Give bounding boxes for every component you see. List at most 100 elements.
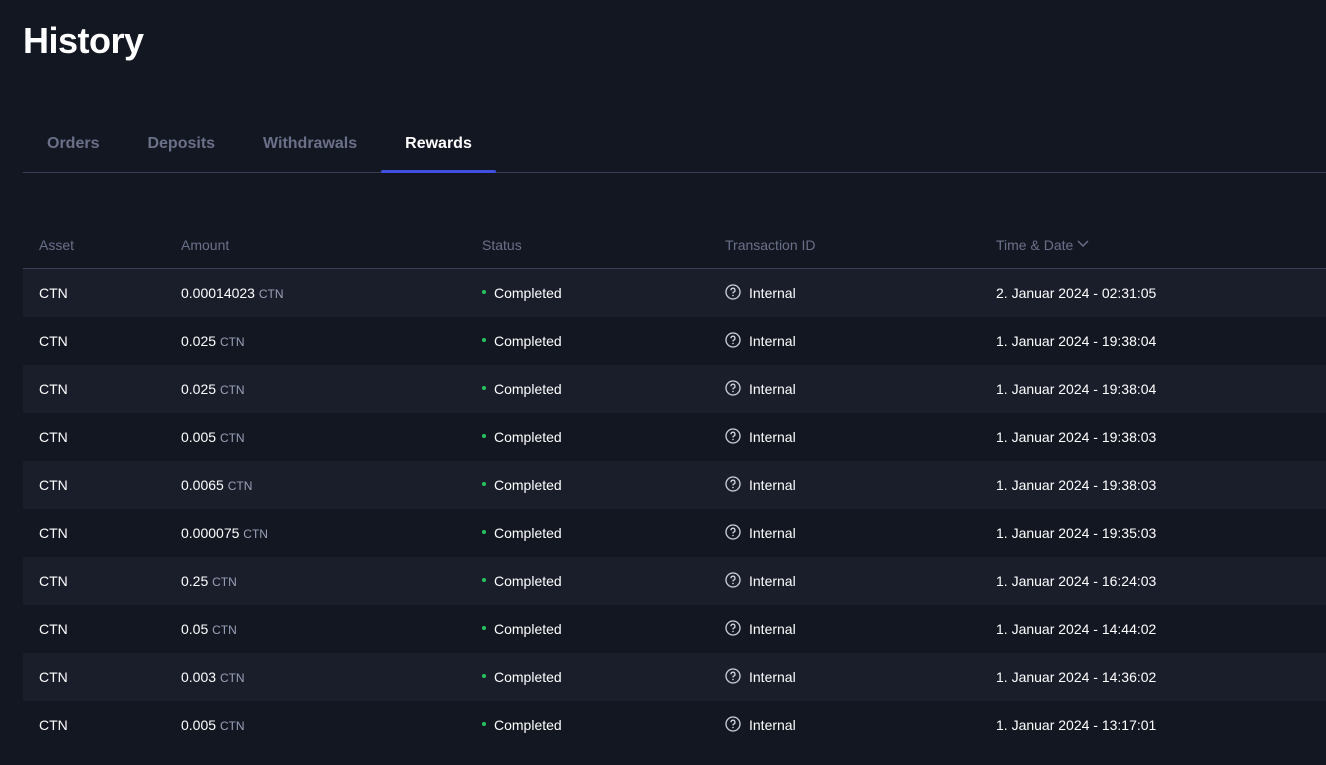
question-circle-icon[interactable] [725,428,741,444]
time-cell: 1. Januar 2024 - 19:38:03 [996,429,1157,445]
status-cell: Completed [482,653,562,701]
amount-cell: 0.005 CTN [181,701,245,750]
table-row: CTN 0.000075 CTN Completed Internal 1. J… [23,509,1326,557]
transaction-id-cell: Internal [725,365,796,413]
table-row: CTN 0.003 CTN Completed Internal 1. Janu… [23,653,1326,701]
tab-orders[interactable]: Orders [47,135,100,152]
amount-unit: CTN [258,287,284,301]
question-circle-icon[interactable] [725,380,741,396]
table-row: CTN 0.025 CTN Completed Internal 1. Janu… [23,317,1326,365]
transaction-id-label: Internal [749,381,796,397]
time-cell: 1. Januar 2024 - 19:38:03 [996,477,1157,493]
amount-value: 0.025 [181,381,217,397]
table-header: Asset Amount Status Transaction ID Time … [23,221,1326,269]
time-cell: 1. Januar 2024 - 13:17:01 [996,717,1157,733]
status-dot-icon [482,722,486,727]
asset-cell: CTN [39,477,68,493]
rewards-table: Asset Amount Status Transaction ID Time … [23,221,1326,749]
header-asset: Asset [39,237,75,253]
tab-withdrawals[interactable]: Withdrawals [263,135,358,152]
header-status: Status [482,237,522,253]
status-cell: Completed [482,413,562,461]
amount-unit: CTN [219,671,245,685]
amount-unit: CTN [219,431,245,445]
amount-value: 0.003 [181,669,217,685]
transaction-id-label: Internal [749,525,796,541]
question-circle-icon[interactable] [725,332,741,348]
amount-unit: CTN [219,335,245,349]
question-circle-icon[interactable] [725,620,741,636]
transaction-id-label: Internal [749,621,796,637]
question-circle-icon[interactable] [725,476,741,492]
transaction-id-cell: Internal [725,605,796,653]
transaction-id-label: Internal [749,477,796,493]
amount-value: 0.005 [181,717,217,733]
header-time-date[interactable]: Time & Date [996,221,1089,269]
transaction-id-cell: Internal [725,653,796,701]
question-circle-icon[interactable] [725,524,741,540]
chevron-down-icon [1077,240,1089,248]
status-cell: Completed [482,509,562,557]
asset-cell: CTN [39,717,68,733]
status-label: Completed [494,621,562,637]
status-dot-icon [482,482,486,487]
transaction-id-cell: Internal [725,269,796,317]
table-row: CTN 0.00014023 CTN Completed Internal 2.… [23,269,1326,317]
status-label: Completed [494,381,562,397]
amount-cell: 0.025 CTN [181,365,245,414]
status-cell: Completed [482,269,562,317]
table-row: CTN 0.005 CTN Completed Internal 1. Janu… [23,413,1326,461]
status-dot-icon [482,578,486,583]
amount-cell: 0.05 CTN [181,605,237,654]
amount-cell: 0.025 CTN [181,317,245,366]
transaction-id-cell: Internal [725,701,796,749]
amount-value: 0.005 [181,429,217,445]
transaction-id-cell: Internal [725,557,796,605]
question-circle-icon[interactable] [725,668,741,684]
history-tabs: Orders Deposits Withdrawals Rewards [23,118,1326,173]
amount-cell: 0.005 CTN [181,413,245,462]
status-cell: Completed [482,317,562,365]
transaction-id-label: Internal [749,573,796,589]
table-row: CTN 0.25 CTN Completed Internal 1. Janua… [23,557,1326,605]
question-circle-icon[interactable] [725,284,741,300]
status-label: Completed [494,525,562,541]
transaction-id-label: Internal [749,669,796,685]
asset-cell: CTN [39,525,68,541]
status-label: Completed [494,285,562,301]
amount-value: 0.000075 [181,525,240,541]
status-label: Completed [494,333,562,349]
header-time-date-label: Time & Date [996,237,1074,253]
status-label: Completed [494,477,562,493]
time-cell: 1. Januar 2024 - 19:35:03 [996,525,1157,541]
time-cell: 2. Januar 2024 - 02:31:05 [996,285,1157,301]
table-row: CTN 0.05 CTN Completed Internal 1. Janua… [23,605,1326,653]
amount-cell: 0.25 CTN [181,557,237,606]
time-cell: 1. Januar 2024 - 16:24:03 [996,573,1157,589]
table-row: CTN 0.005 CTN Completed Internal 1. Janu… [23,701,1326,749]
amount-unit: CTN [219,383,245,397]
status-label: Completed [494,717,562,733]
question-circle-icon[interactable] [725,572,741,588]
amount-value: 0.05 [181,621,209,637]
amount-unit: CTN [219,719,245,733]
status-label: Completed [494,669,562,685]
asset-cell: CTN [39,573,68,589]
amount-cell: 0.000075 CTN [181,509,268,558]
tab-rewards[interactable]: Rewards [381,118,496,173]
header-amount: Amount [181,237,230,253]
amount-unit: CTN [212,623,237,637]
page-title: History [23,20,144,61]
status-dot-icon [482,434,486,439]
question-circle-icon[interactable] [725,716,741,732]
transaction-id-cell: Internal [725,413,796,461]
tab-deposits[interactable]: Deposits [147,135,216,152]
status-label: Completed [494,573,562,589]
transaction-id-cell: Internal [725,509,796,557]
status-cell: Completed [482,605,562,653]
transaction-id-label: Internal [749,429,796,445]
transaction-id-label: Internal [749,333,796,349]
amount-cell: 0.00014023 CTN [181,269,284,318]
transaction-id-label: Internal [749,285,796,301]
amount-value: 0.025 [181,333,217,349]
